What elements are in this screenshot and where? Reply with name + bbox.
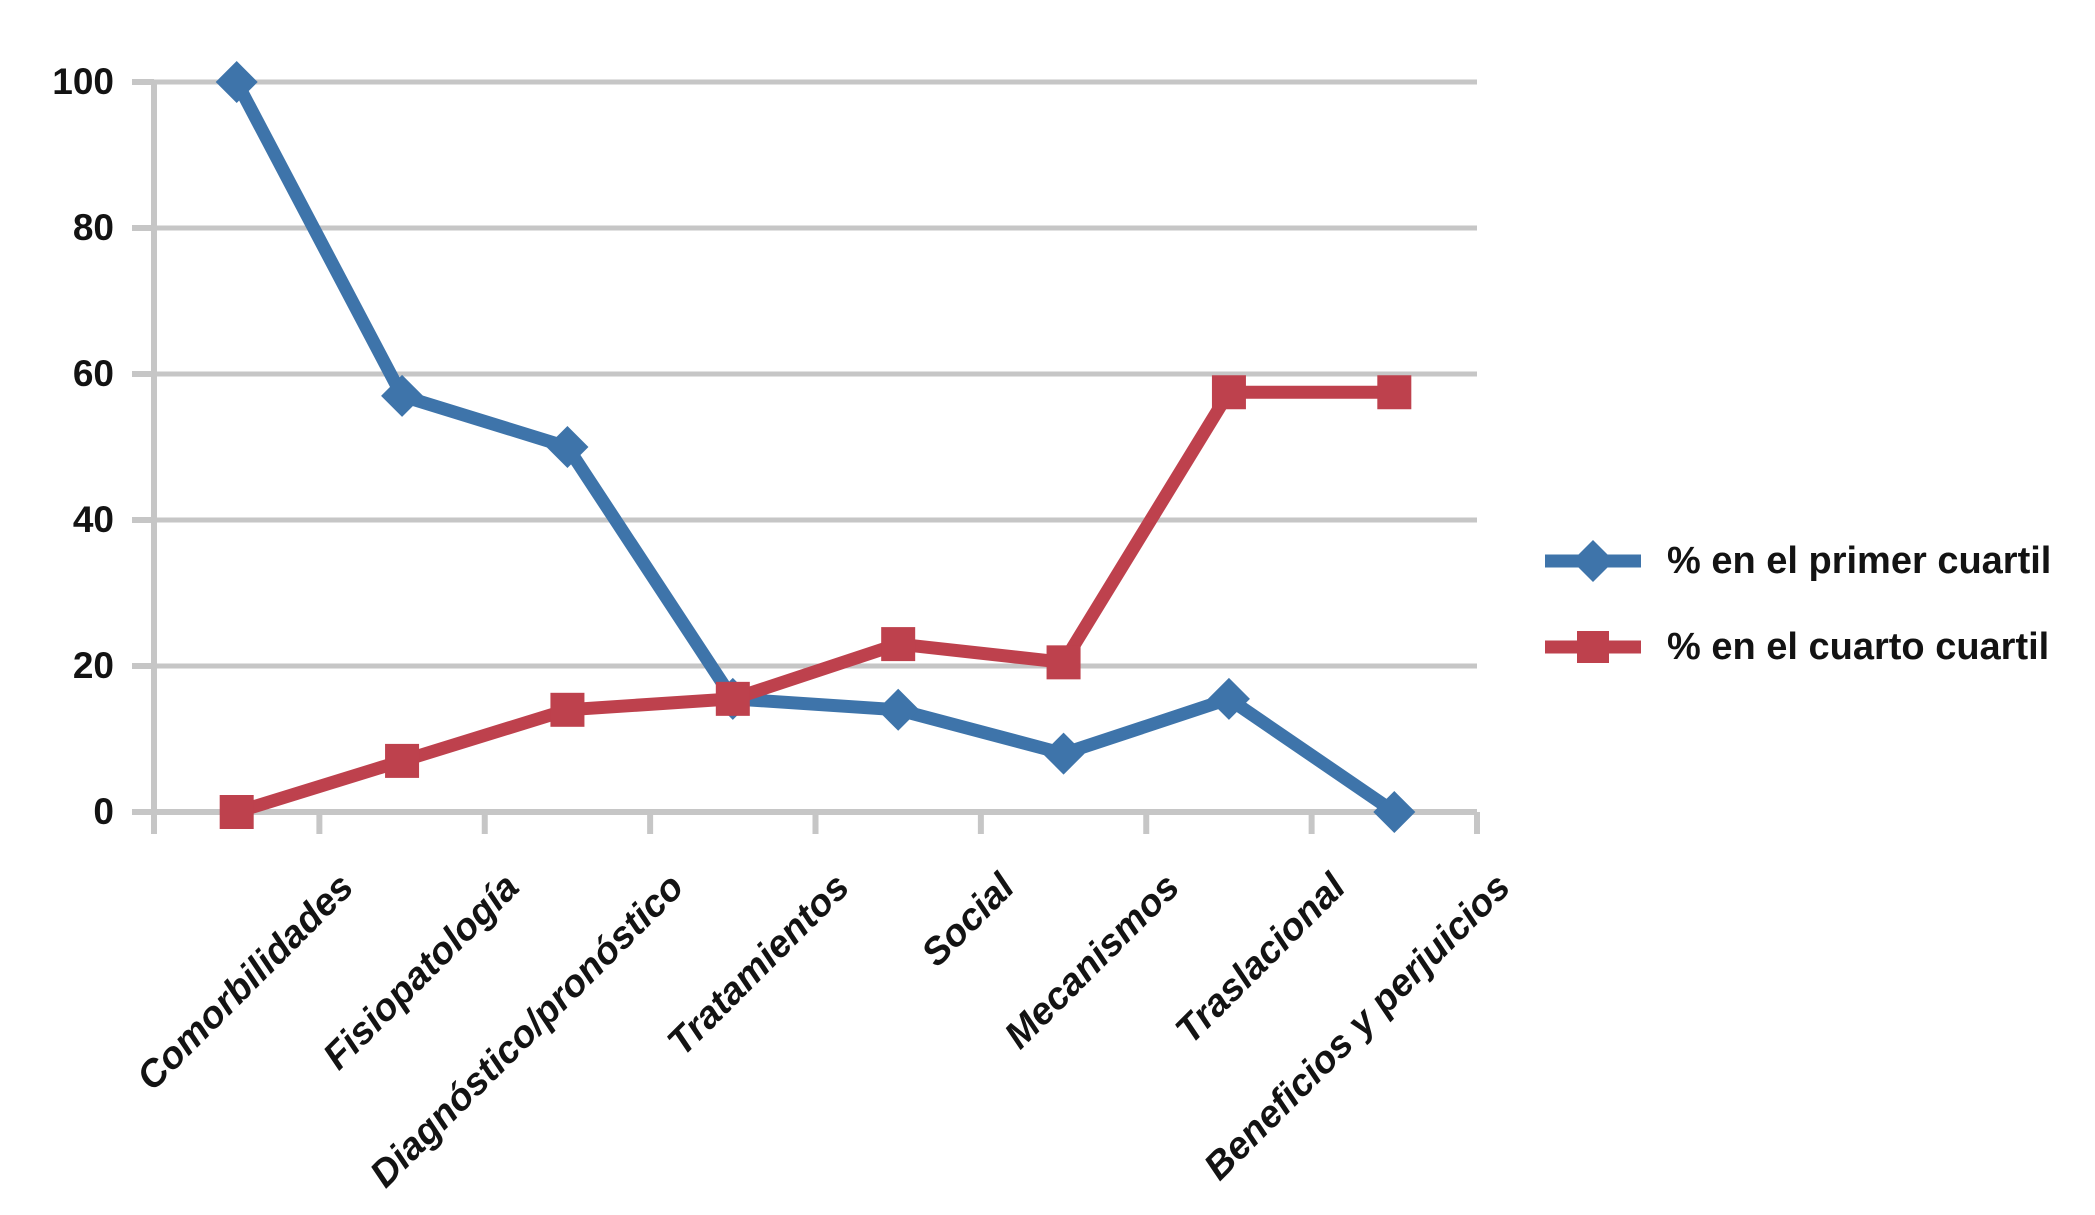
marker-diamond: [1207, 677, 1250, 720]
marker-square: [1046, 645, 1081, 680]
marker-diamond: [1373, 791, 1416, 833]
y-axis-tick-label: 80: [72, 207, 114, 248]
y-axis-tick-label: 100: [52, 61, 114, 102]
series-line-primer-cuartil: [230, 78, 1398, 818]
marker-diamond: [381, 374, 424, 417]
marker-diamond: [877, 688, 920, 731]
marker-diamond: [546, 426, 589, 468]
legend-diamond-icon: [1545, 540, 1641, 582]
legend: % en el primer cuartil % en el cuarto cu…: [1545, 538, 2051, 710]
marker-square: [881, 627, 916, 662]
legend-item-primer-cuartil: % en el primer cuartil: [1545, 538, 2051, 584]
legend-label: % en el primer cuartil: [1667, 539, 2052, 582]
legend-label: % en el cuarto cuartil: [1667, 625, 2050, 668]
y-axis-tick-label: 40: [72, 499, 114, 540]
marker-square: [550, 692, 585, 727]
marker-square: [1211, 375, 1246, 410]
legend-square-icon: [1545, 631, 1641, 663]
y-axis-tick-label: 20: [72, 645, 114, 686]
series-line-cuarto-cuartil: [234, 385, 1395, 819]
marker-square: [1377, 375, 1412, 410]
marker-diamond: [1042, 732, 1085, 775]
marker-square: [219, 795, 254, 829]
marker-diamond: [215, 61, 258, 103]
y-axis-tick-label: 0: [93, 791, 114, 832]
legend-item-cuarto-cuartil: % en el cuarto cuartil: [1545, 624, 2051, 670]
marker-square: [385, 743, 420, 778]
y-axis-tick-label: 60: [72, 353, 114, 394]
marker-square: [715, 681, 750, 716]
